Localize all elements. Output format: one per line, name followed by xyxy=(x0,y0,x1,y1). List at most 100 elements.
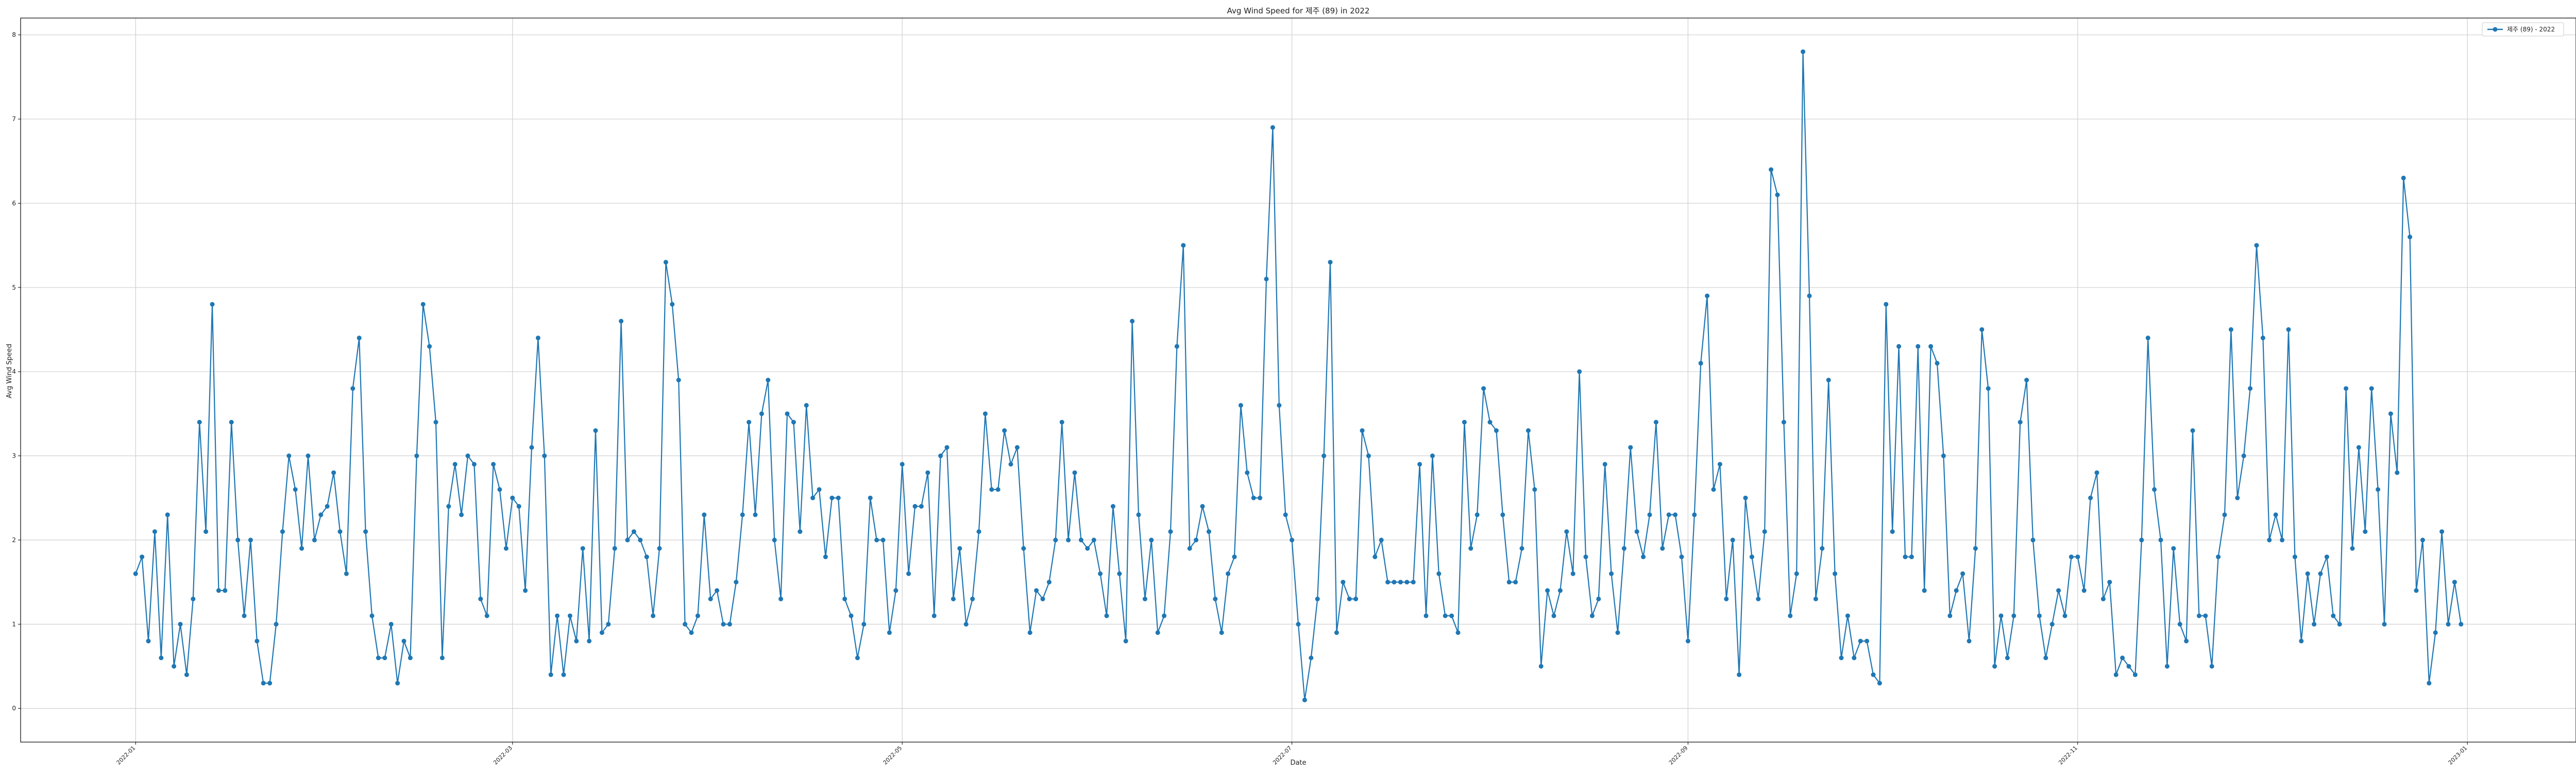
data-point xyxy=(2446,621,2451,627)
data-point xyxy=(1992,664,1997,669)
data-point xyxy=(242,613,247,618)
data-point xyxy=(2139,537,2144,543)
data-point xyxy=(2177,621,2182,627)
data-point xyxy=(2299,638,2304,644)
data-point xyxy=(823,554,828,560)
data-point xyxy=(1475,512,1480,517)
data-point xyxy=(842,596,848,601)
data-point xyxy=(1954,588,1959,593)
data-point xyxy=(2427,681,2432,686)
data-point xyxy=(1392,580,1397,585)
data-point xyxy=(1871,672,1876,677)
data-point xyxy=(1085,546,1090,551)
data-point xyxy=(1238,403,1243,408)
data-point xyxy=(1928,344,1934,349)
data-point xyxy=(401,638,406,644)
data-point xyxy=(1206,529,1211,534)
data-point xyxy=(2037,613,2042,618)
data-point xyxy=(2184,638,2189,644)
data-point xyxy=(944,445,950,450)
data-point xyxy=(286,453,292,459)
data-point xyxy=(1347,596,1352,601)
data-point xyxy=(1277,403,1282,408)
data-point xyxy=(1647,512,1652,517)
data-point xyxy=(676,378,681,382)
data-point xyxy=(2331,613,2336,618)
data-point xyxy=(1200,504,1205,509)
data-point xyxy=(1002,428,1007,433)
data-point xyxy=(210,301,215,307)
data-point xyxy=(1551,613,1556,618)
data-point xyxy=(446,504,451,509)
data-point xyxy=(293,487,298,492)
data-point xyxy=(1360,428,1365,433)
data-point xyxy=(535,335,540,341)
data-point xyxy=(1187,546,1192,551)
data-point xyxy=(1021,546,1026,551)
data-point xyxy=(267,681,273,686)
legend: 제주 (89) - 2022 xyxy=(2482,22,2564,37)
data-point xyxy=(2088,495,2093,500)
data-point xyxy=(880,537,886,543)
data-point xyxy=(599,630,604,635)
data-point xyxy=(1922,588,1927,593)
data-point xyxy=(1801,49,1806,54)
data-point xyxy=(248,537,253,543)
data-point xyxy=(1903,554,1908,560)
data-point xyxy=(1162,613,1167,618)
data-point xyxy=(1973,546,1978,551)
data-point xyxy=(1487,419,1493,425)
legend-entry-label: 제주 (89) - 2022 xyxy=(2507,26,2555,33)
data-point xyxy=(2043,656,2048,661)
data-point xyxy=(2024,378,2029,382)
data-point xyxy=(708,596,713,601)
data-point xyxy=(1845,613,1850,618)
data-point xyxy=(1685,638,1690,644)
data-point xyxy=(1519,546,1524,551)
data-point xyxy=(439,656,445,661)
data-point xyxy=(2420,537,2425,543)
data-point xyxy=(363,529,368,534)
data-point xyxy=(2344,386,2349,391)
data-point xyxy=(2152,487,2157,492)
data-point xyxy=(1008,462,1013,467)
data-point xyxy=(1264,276,1269,281)
data-point xyxy=(1245,470,1250,475)
data-point xyxy=(2209,664,2214,669)
data-point xyxy=(874,537,879,543)
data-point xyxy=(497,487,502,492)
data-point xyxy=(235,537,241,543)
data-point xyxy=(2132,672,2138,677)
data-point xyxy=(2286,327,2291,332)
y-tick-label: 2 xyxy=(12,536,16,544)
data-point xyxy=(702,512,707,517)
data-point xyxy=(1078,537,1083,543)
data-point xyxy=(1775,192,1780,197)
data-point xyxy=(1909,554,1914,560)
data-point xyxy=(1270,125,1275,130)
data-point xyxy=(2235,495,2240,500)
data-point xyxy=(523,588,528,593)
data-point xyxy=(1302,697,1307,702)
data-point xyxy=(925,470,930,475)
y-tick-label: 6 xyxy=(12,199,16,207)
data-point xyxy=(1232,554,1237,560)
data-point xyxy=(1698,361,1703,366)
data-point xyxy=(1986,386,1991,391)
data-point xyxy=(1826,378,1831,382)
data-point xyxy=(1123,638,1128,644)
data-point xyxy=(2363,529,2368,534)
data-point xyxy=(197,419,202,425)
data-point xyxy=(1609,571,1614,576)
data-point xyxy=(644,554,649,560)
data-point xyxy=(957,546,962,551)
data-point xyxy=(1641,554,1646,560)
data-point xyxy=(395,681,400,686)
data-point xyxy=(1545,588,1550,593)
data-point xyxy=(2388,411,2393,416)
series-line-group xyxy=(133,49,2464,702)
data-point xyxy=(638,537,643,543)
data-point xyxy=(2350,546,2355,551)
data-point xyxy=(152,529,157,534)
data-point xyxy=(1513,580,1518,585)
